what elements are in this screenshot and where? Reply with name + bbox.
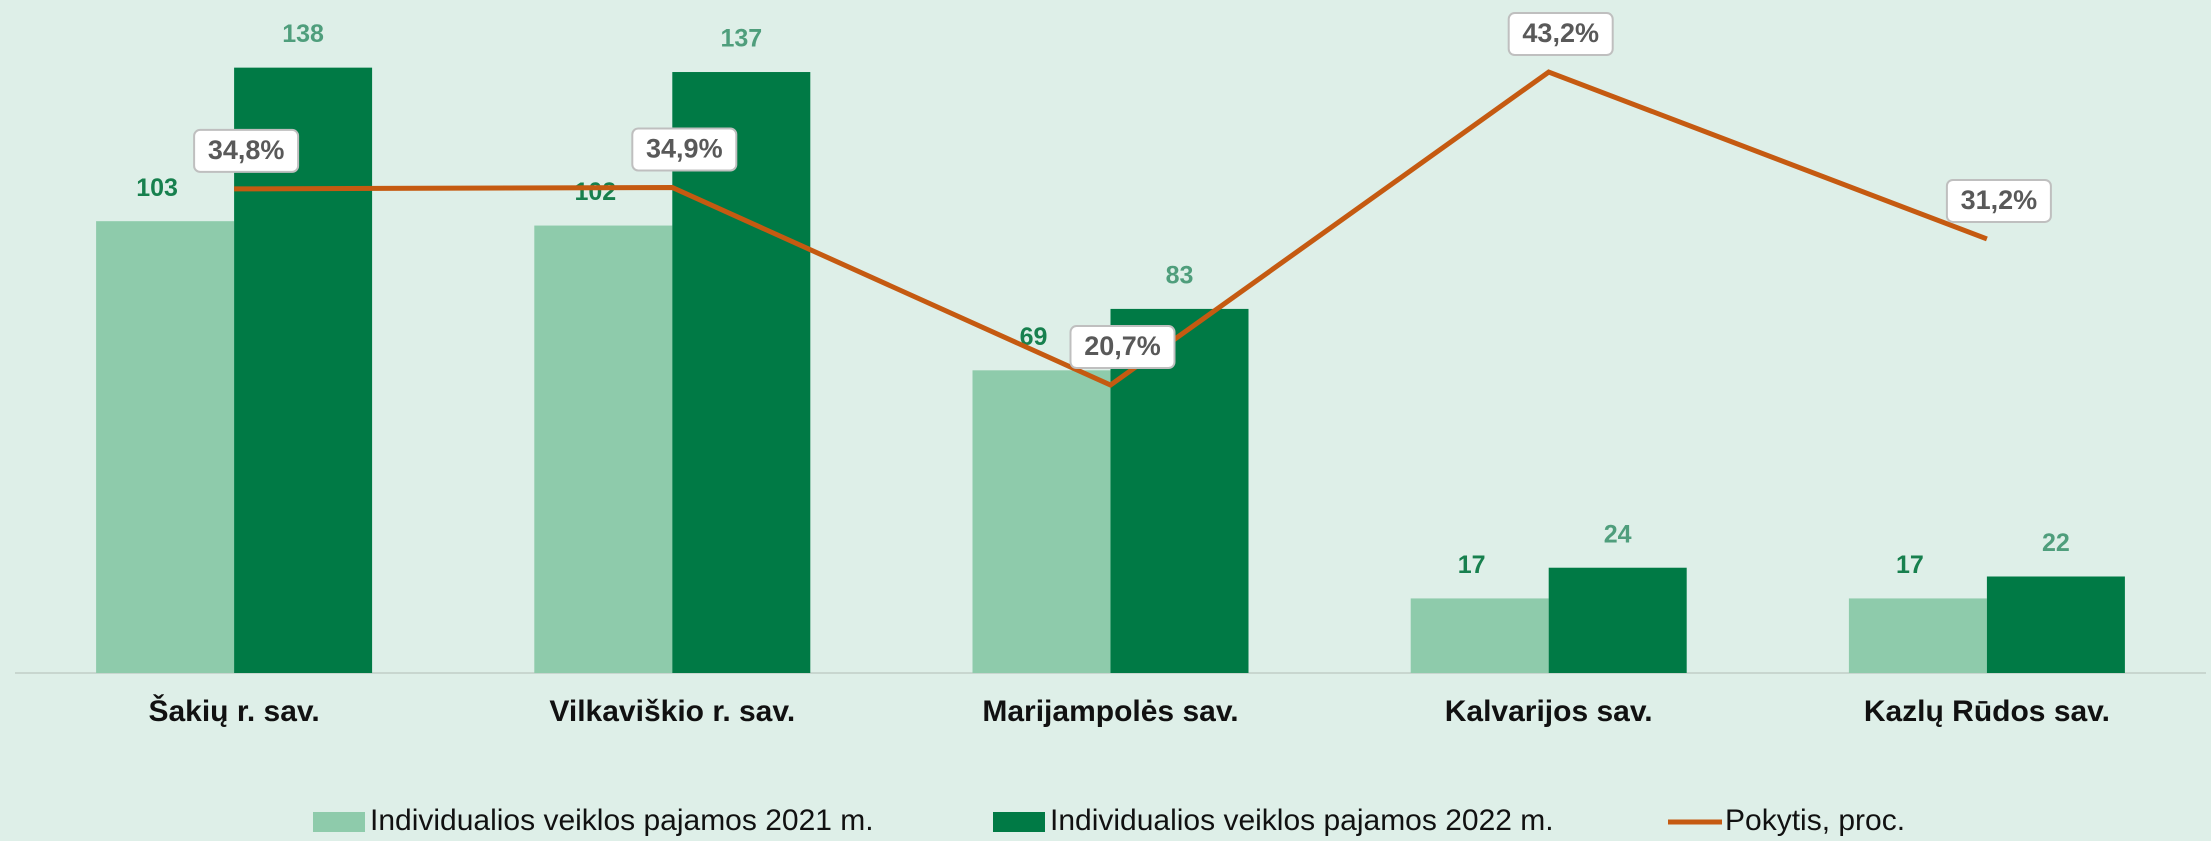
x-tick-label: Šakių r. sav. — [148, 694, 319, 728]
bar — [672, 72, 811, 673]
x-tick-label: Vilkaviškio r. sav. — [549, 695, 795, 728]
legend-label: Individualios veiklos pajamos 2021 m. — [370, 804, 874, 837]
data-label: 34,9% — [646, 134, 723, 164]
data-label: 34,8% — [208, 135, 285, 165]
bar — [1848, 598, 1987, 673]
bar — [534, 225, 673, 673]
legend-label: Pokytis, proc. — [1725, 804, 1905, 837]
x-tick-label: Kalvarijos sav. — [1445, 695, 1653, 728]
data-label-box — [193, 128, 300, 173]
line — [234, 69, 1988, 388]
bar — [1548, 567, 1687, 673]
data-label: 138 — [282, 20, 324, 48]
data-label: 17 — [1896, 551, 1924, 579]
data-label: 43,2% — [1522, 18, 1599, 48]
data-label: 17 — [1458, 551, 1486, 579]
data-label-box — [1069, 325, 1176, 370]
legend-swatch — [313, 812, 365, 832]
data-label: 102 — [574, 178, 616, 206]
data-label: 31,2% — [1961, 185, 2038, 215]
data-label-box — [631, 127, 738, 172]
bar — [96, 221, 235, 673]
bar — [1986, 576, 2125, 673]
data-label: 22 — [2042, 529, 2070, 557]
legend-swatch — [993, 812, 1045, 832]
data-label-box — [1507, 12, 1614, 57]
data-label: 20,7% — [1084, 331, 1161, 361]
data-label-box — [1945, 178, 2052, 223]
data-label: 83 — [1166, 262, 1194, 290]
data-label: 103 — [136, 174, 178, 202]
legend-label: Individualios veiklos pajamos 2022 m. — [1050, 804, 1554, 837]
data-label: 24 — [1604, 520, 1632, 548]
x-tick-label: Marijampolės sav. — [982, 695, 1238, 728]
data-label: 137 — [720, 25, 762, 53]
bar — [1410, 598, 1549, 673]
x-tick-label: Kazlų Rūdos sav. — [1864, 695, 2110, 728]
bar — [972, 370, 1111, 673]
